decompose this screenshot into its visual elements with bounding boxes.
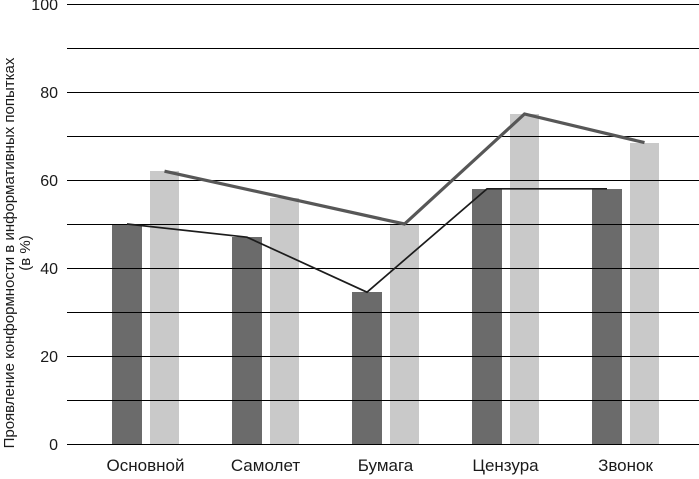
bar-dark-bars-4 — [592, 188, 622, 444]
y-tick-label: 60 — [40, 173, 58, 190]
bar-dark-bars-1 — [232, 237, 262, 444]
gridline — [67, 356, 699, 357]
gridline — [67, 312, 699, 313]
x-category-label: Основной — [106, 456, 185, 475]
bar-light-bars-3 — [510, 114, 539, 444]
gridline — [67, 400, 699, 401]
x-category-label: Бумага — [357, 456, 414, 475]
gridline — [67, 4, 699, 5]
gridline — [67, 136, 699, 137]
gridline — [67, 224, 699, 225]
gridline — [67, 268, 699, 269]
y-tick-label: 40 — [40, 261, 58, 278]
dark-line — [126, 187, 607, 294]
x-category-label: Цензура — [472, 456, 539, 475]
bar-light-bars-1 — [270, 197, 299, 444]
bar-dark-bars-2 — [352, 292, 382, 444]
x-category-label: Самолет — [230, 456, 301, 475]
y-tick-label: 100 — [31, 0, 58, 14]
gridline — [67, 48, 699, 49]
bar-dark-bars-3 — [472, 188, 502, 444]
y-tick-label: 0 — [49, 437, 58, 454]
y-tick-label: 80 — [40, 85, 58, 102]
bar-light-bars-4 — [630, 142, 659, 444]
x-category-label: Звонок — [598, 456, 653, 475]
bar-light-bars-0 — [150, 171, 179, 444]
light-line — [164, 112, 645, 226]
gridline — [67, 180, 699, 181]
gridline — [67, 92, 699, 93]
x-axis-line — [67, 444, 699, 445]
bar-dark-bars-0 — [112, 224, 142, 444]
y-tick-label: 20 — [40, 349, 58, 366]
